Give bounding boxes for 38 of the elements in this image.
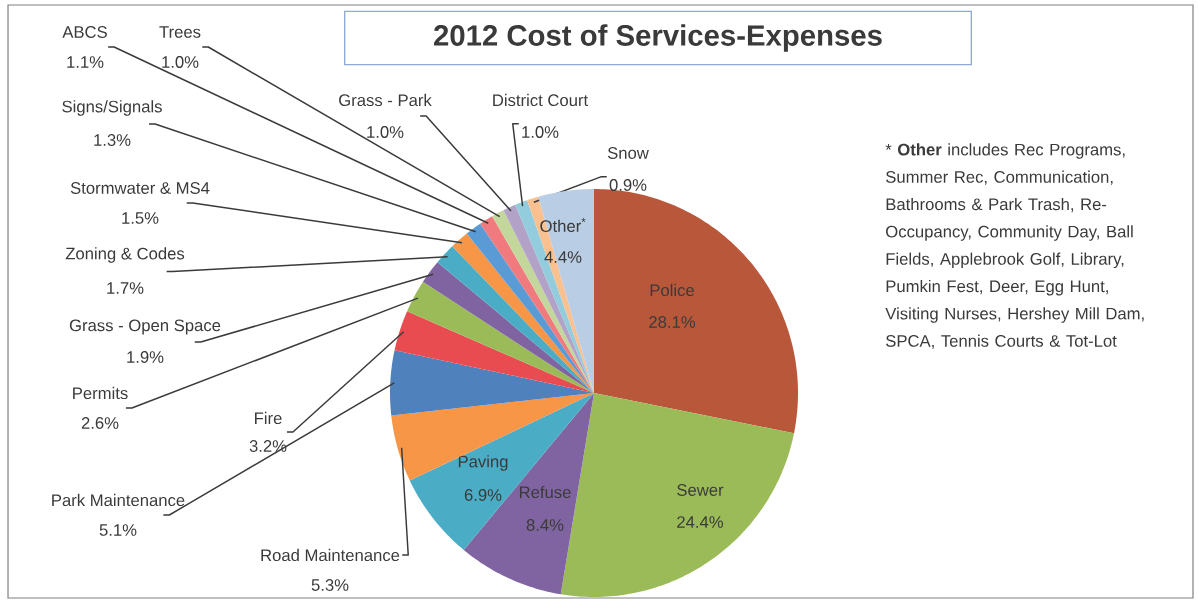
data-label: 2.6%	[81, 417, 119, 429]
data-label: 4.4%	[544, 251, 582, 263]
data-label: 0.9%	[609, 179, 647, 191]
slice-label: Trees	[159, 26, 201, 38]
slice-label: Police	[650, 283, 694, 297]
slice-label: Zoning & Codes	[65, 247, 185, 263]
data-label: 24.4%	[677, 516, 724, 528]
data-label: 28.1%	[649, 316, 696, 328]
data-label: 8.4%	[526, 519, 564, 531]
data-label: 6.9%	[464, 489, 502, 501]
slice-label: Fire	[255, 411, 282, 425]
slice-label: Grass - Park	[339, 93, 432, 107]
data-label: 3.2%	[249, 440, 287, 452]
data-label: 1.0%	[522, 126, 559, 138]
slice-label: Refuse	[519, 485, 571, 499]
slice-label: Snow	[607, 147, 649, 159]
data-label: 1.1%	[67, 56, 104, 68]
slice-label: Road Maintenance	[261, 548, 400, 562]
slice-label: ABCS	[62, 26, 107, 38]
slice-label: Other$^{*}$	[540, 218, 586, 232]
slice-label: Paving	[458, 455, 508, 471]
text: *Other includes Rec Programs, Summer Rec, Communication, Bathrooms & Park Trash, Re-Occupancy, Community Day, Ball Fields, Applebrook Golf, Library, Pumkin Fest, Deer, Egg Hunt, Visiting Nurses, Hershey Mill Dam, SPCA, Tennis Courts & Tot-Lot	[885, 143, 1144, 349]
chart-title: 2012 Cost of Services-Expenses	[434, 24, 882, 52]
slice-label: Grass - Open Space	[69, 319, 221, 335]
slice-label: Signs/Signals	[62, 100, 162, 116]
slice-label: Park Maintenance	[52, 493, 185, 507]
data-label: 1.0%	[367, 126, 404, 138]
slice-label: District Court	[493, 93, 589, 107]
slice-label: Stormwater & MS4	[70, 182, 210, 194]
data-label: 5.3%	[311, 579, 349, 591]
data-label: 1.9%	[127, 351, 164, 363]
data-label: 5.1%	[99, 524, 137, 536]
slice-label: Permits	[73, 386, 128, 400]
data-label: 1.5%	[122, 212, 159, 224]
data-label: 1.3%	[94, 134, 131, 146]
slice-label: Sewer	[677, 484, 724, 496]
data-label: 1.0%	[162, 56, 199, 68]
data-label: 1.7%	[107, 282, 144, 294]
